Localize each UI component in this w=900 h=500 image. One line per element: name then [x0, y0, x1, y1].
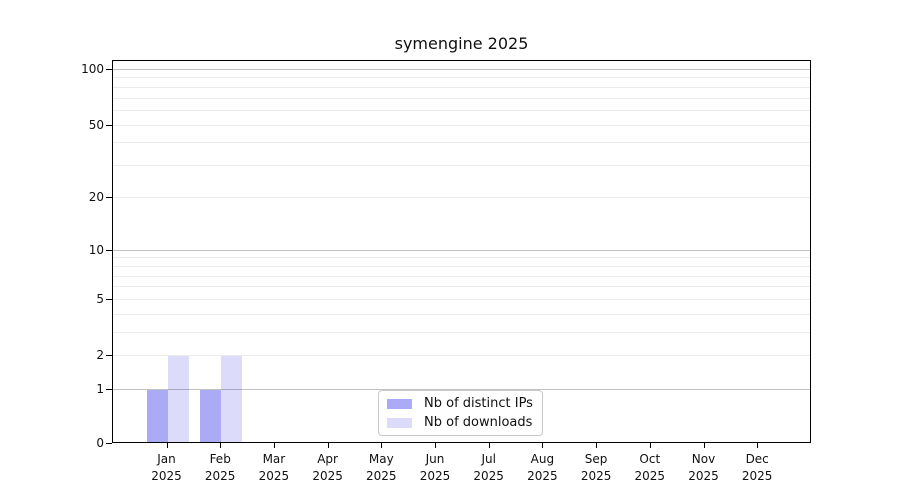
y-tick-label: 10 [88, 242, 104, 257]
y-gridline [113, 388, 810, 390]
bar-downloads [167, 356, 189, 442]
x-tick-year: 2025 [204, 469, 236, 483]
x-tick-month: Jul [481, 452, 496, 466]
x-tick-month: Feb [209, 452, 231, 466]
plot-area [112, 60, 811, 443]
x-tick-label: Mar 2025 [243, 451, 305, 485]
x-tick-year: 2025 [688, 469, 719, 483]
x-tick-mark [327, 443, 329, 448]
y-gridline [113, 97, 810, 99]
x-tick-month: Aug [530, 452, 555, 466]
x-tick-mark [703, 443, 705, 448]
y-tick-label: 0 [96, 435, 104, 450]
y-gridline [113, 77, 810, 79]
x-tick-month: May [368, 452, 394, 466]
x-tick-label: Nov 2025 [673, 451, 735, 485]
legend: Nb of distinct IPs Nb of downloads [378, 390, 543, 436]
x-tick-label: Dec 2025 [726, 451, 788, 485]
x-tick-month: Mar [262, 452, 286, 466]
y-tick-mark [106, 68, 112, 70]
y-tick-mark [106, 355, 112, 357]
x-tick-mark [273, 443, 275, 448]
y-tick-mark [106, 442, 112, 444]
x-tick-month: Jun [425, 452, 445, 466]
y-tick-mark [106, 299, 112, 301]
legend-swatch [387, 417, 412, 428]
y-tick-mark [106, 249, 112, 251]
y-gridline [113, 313, 810, 315]
x-tick-label: Oct 2025 [619, 451, 681, 485]
x-tick-label: Feb 2025 [189, 451, 251, 485]
x-tick-year: 2025 [419, 469, 451, 483]
bar-downloads [221, 356, 243, 442]
y-tick-label: 100 [81, 61, 104, 76]
x-tick-label: Jan 2025 [136, 451, 198, 485]
legend-label: Nb of distinct IPs [424, 396, 533, 411]
x-tick-label: Jun 2025 [404, 451, 466, 485]
y-gridline [113, 275, 810, 277]
x-tick-month: Sep [584, 452, 608, 466]
x-tick-mark [542, 443, 544, 448]
x-tick-year: 2025 [312, 469, 343, 483]
bar-distinct-ips [146, 389, 168, 442]
x-tick-label: Aug 2025 [511, 451, 573, 485]
y-gridline [113, 257, 810, 259]
x-tick-mark [596, 443, 598, 448]
y-tick-mark [106, 388, 112, 390]
x-tick-mark [381, 443, 383, 448]
y-gridline [113, 249, 810, 251]
y-gridline [113, 299, 810, 301]
bar-distinct-ips [200, 389, 222, 442]
y-gridline [113, 86, 810, 88]
x-tick-year: 2025 [151, 469, 182, 483]
x-tick-year: 2025 [634, 469, 666, 483]
x-tick-label: Jul 2025 [458, 451, 520, 485]
y-tick-label: 20 [88, 189, 104, 204]
y-tick-label: 50 [88, 117, 104, 132]
x-tick-mark [166, 443, 168, 448]
y-gridline [113, 165, 810, 167]
x-tick-year: 2025 [741, 469, 773, 483]
legend-swatch [387, 398, 412, 409]
x-tick-label: Apr 2025 [297, 451, 359, 485]
x-tick-month: Apr [317, 452, 338, 466]
x-tick-mark [649, 443, 651, 448]
chart-title: symengine 2025 [394, 34, 529, 53]
x-tick-mark [757, 443, 759, 448]
x-tick-label: Sep 2025 [565, 451, 627, 485]
y-tick-label: 1 [96, 381, 104, 396]
y-gridline [113, 124, 810, 126]
y-tick-label: 2 [96, 348, 104, 363]
x-tick-mark [435, 443, 436, 448]
y-gridline [113, 142, 810, 144]
y-gridline [113, 265, 810, 267]
x-tick-year: 2025 [580, 469, 612, 483]
x-tick-year: 2025 [527, 469, 558, 483]
y-gridline [113, 332, 810, 334]
x-tick-label: May 2025 [350, 451, 412, 485]
x-tick-year: 2025 [366, 469, 397, 483]
y-gridline [113, 286, 810, 288]
x-tick-mark [488, 443, 490, 448]
y-gridline [113, 110, 810, 112]
x-tick-month: Dec [745, 452, 769, 466]
legend-label: Nb of downloads [424, 415, 533, 430]
x-tick-month: Jan [157, 452, 176, 466]
x-tick-mark [220, 443, 222, 448]
y-tick-mark [106, 196, 112, 198]
y-gridline [113, 68, 810, 70]
y-tick-mark [106, 124, 112, 126]
legend-row: Nb of downloads [387, 415, 542, 430]
y-gridline [113, 355, 810, 357]
legend-row: Nb of distinct IPs [387, 396, 542, 411]
y-gridline [113, 196, 810, 198]
y-tick-label: 5 [96, 292, 104, 307]
x-tick-month: Nov [691, 452, 716, 466]
x-tick-month: Oct [639, 452, 661, 466]
x-tick-year: 2025 [473, 469, 504, 483]
x-tick-year: 2025 [258, 469, 290, 483]
